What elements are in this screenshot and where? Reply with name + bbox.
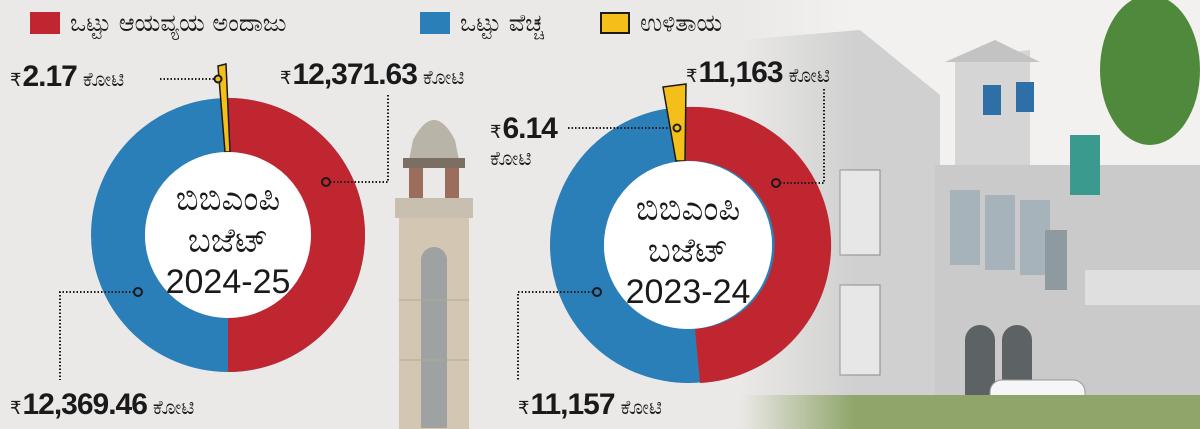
legend-label: ಒಟ್ಟು ವೆಚ್ಚ [460,9,544,37]
surplus-value-2024-25: ₹ 2.17 ಕೋಟಿ [10,60,124,94]
legend-label: ಉಳಿತಾಯ [640,9,723,37]
budget-estimate-value-2024-25: ₹ 12,371.63 ಕೋಟಿ [280,58,464,92]
rupee-symbol: ₹ [518,398,530,418]
chart-center-label-2023-24: ಬಿಬಿಎಂಪಿ ಬಜೆಟ್ 2023-24 [620,188,756,312]
donut-2023-24 [517,83,832,383]
rupee-symbol: ₹ [10,398,22,418]
total-expenditure-value-2024-25: ₹ 12,369.46 ಕೋಟಿ [10,388,194,422]
value-unit: ಕೋಟಿ [82,67,125,91]
center-title-line2: ಬಜೆಟ್ [647,231,729,271]
rupee-symbol: ₹ [280,68,292,88]
rupee-symbol: ₹ [686,66,698,86]
budget-estimate-value-2023-24: ₹ 11,163 ಕೋಟಿ [686,56,830,90]
value-unit: ಕೋಟಿ [620,395,662,419]
legend-item-surplus: ಉಳಿತಾಯ [600,6,722,40]
value-unit: ಕೋಟಿ [788,63,830,87]
value-unit: ಕೋಟಿ [490,146,532,170]
value-number: 11,163 [698,56,783,89]
surplus-value-2023-24: ₹ 6.14 ಕೋಟಿ [490,112,558,170]
center-title-line1: ಬಿಬಿಎಂಪಿ [175,179,281,219]
legend-label: ಒಟ್ಟು ಆಯವ್ಯಯ ಅಂದಾಜು [70,9,287,37]
center-year: 2023-24 [625,273,751,311]
legend-swatch-red [30,12,60,34]
value-number: 12,369.46 [22,388,147,421]
legend-item-budget-estimate: ಒಟ್ಟು ಆಯವ್ಯಯ ಅಂದಾಜು [30,6,287,40]
value-number: 6.14 [502,112,557,145]
tower-photo [395,120,473,429]
center-title-line2: ಬಜೆಟ್ [187,221,269,261]
legend-item-total-expenditure: ಒಟ್ಟು ವೆಚ್ಚ [420,6,544,40]
rupee-symbol: ₹ [10,70,22,90]
legend-swatch-yellow [600,12,630,34]
rupee-symbol: ₹ [490,122,502,142]
total-expenditure-value-2023-24: ₹ 11,157 ಕೋಟಿ [518,388,662,422]
center-year: 2024-25 [165,263,291,301]
value-unit: ಕೋಟಿ [422,65,465,89]
value-unit: ಕೋಟಿ [152,395,195,419]
value-number: 2.17 [22,60,77,93]
center-title-line1: ಬಿಬಿಎಂಪಿ [635,189,741,229]
legend-swatch-blue [420,12,450,34]
value-number: 12,371.63 [292,58,417,91]
donut-2024-25 [59,63,389,380]
chart-center-label-2024-25: ಬಿಬಿಎಂಪಿ ಬಜೆಟ್ 2024-25 [160,178,296,302]
value-number: 11,157 [530,388,615,421]
